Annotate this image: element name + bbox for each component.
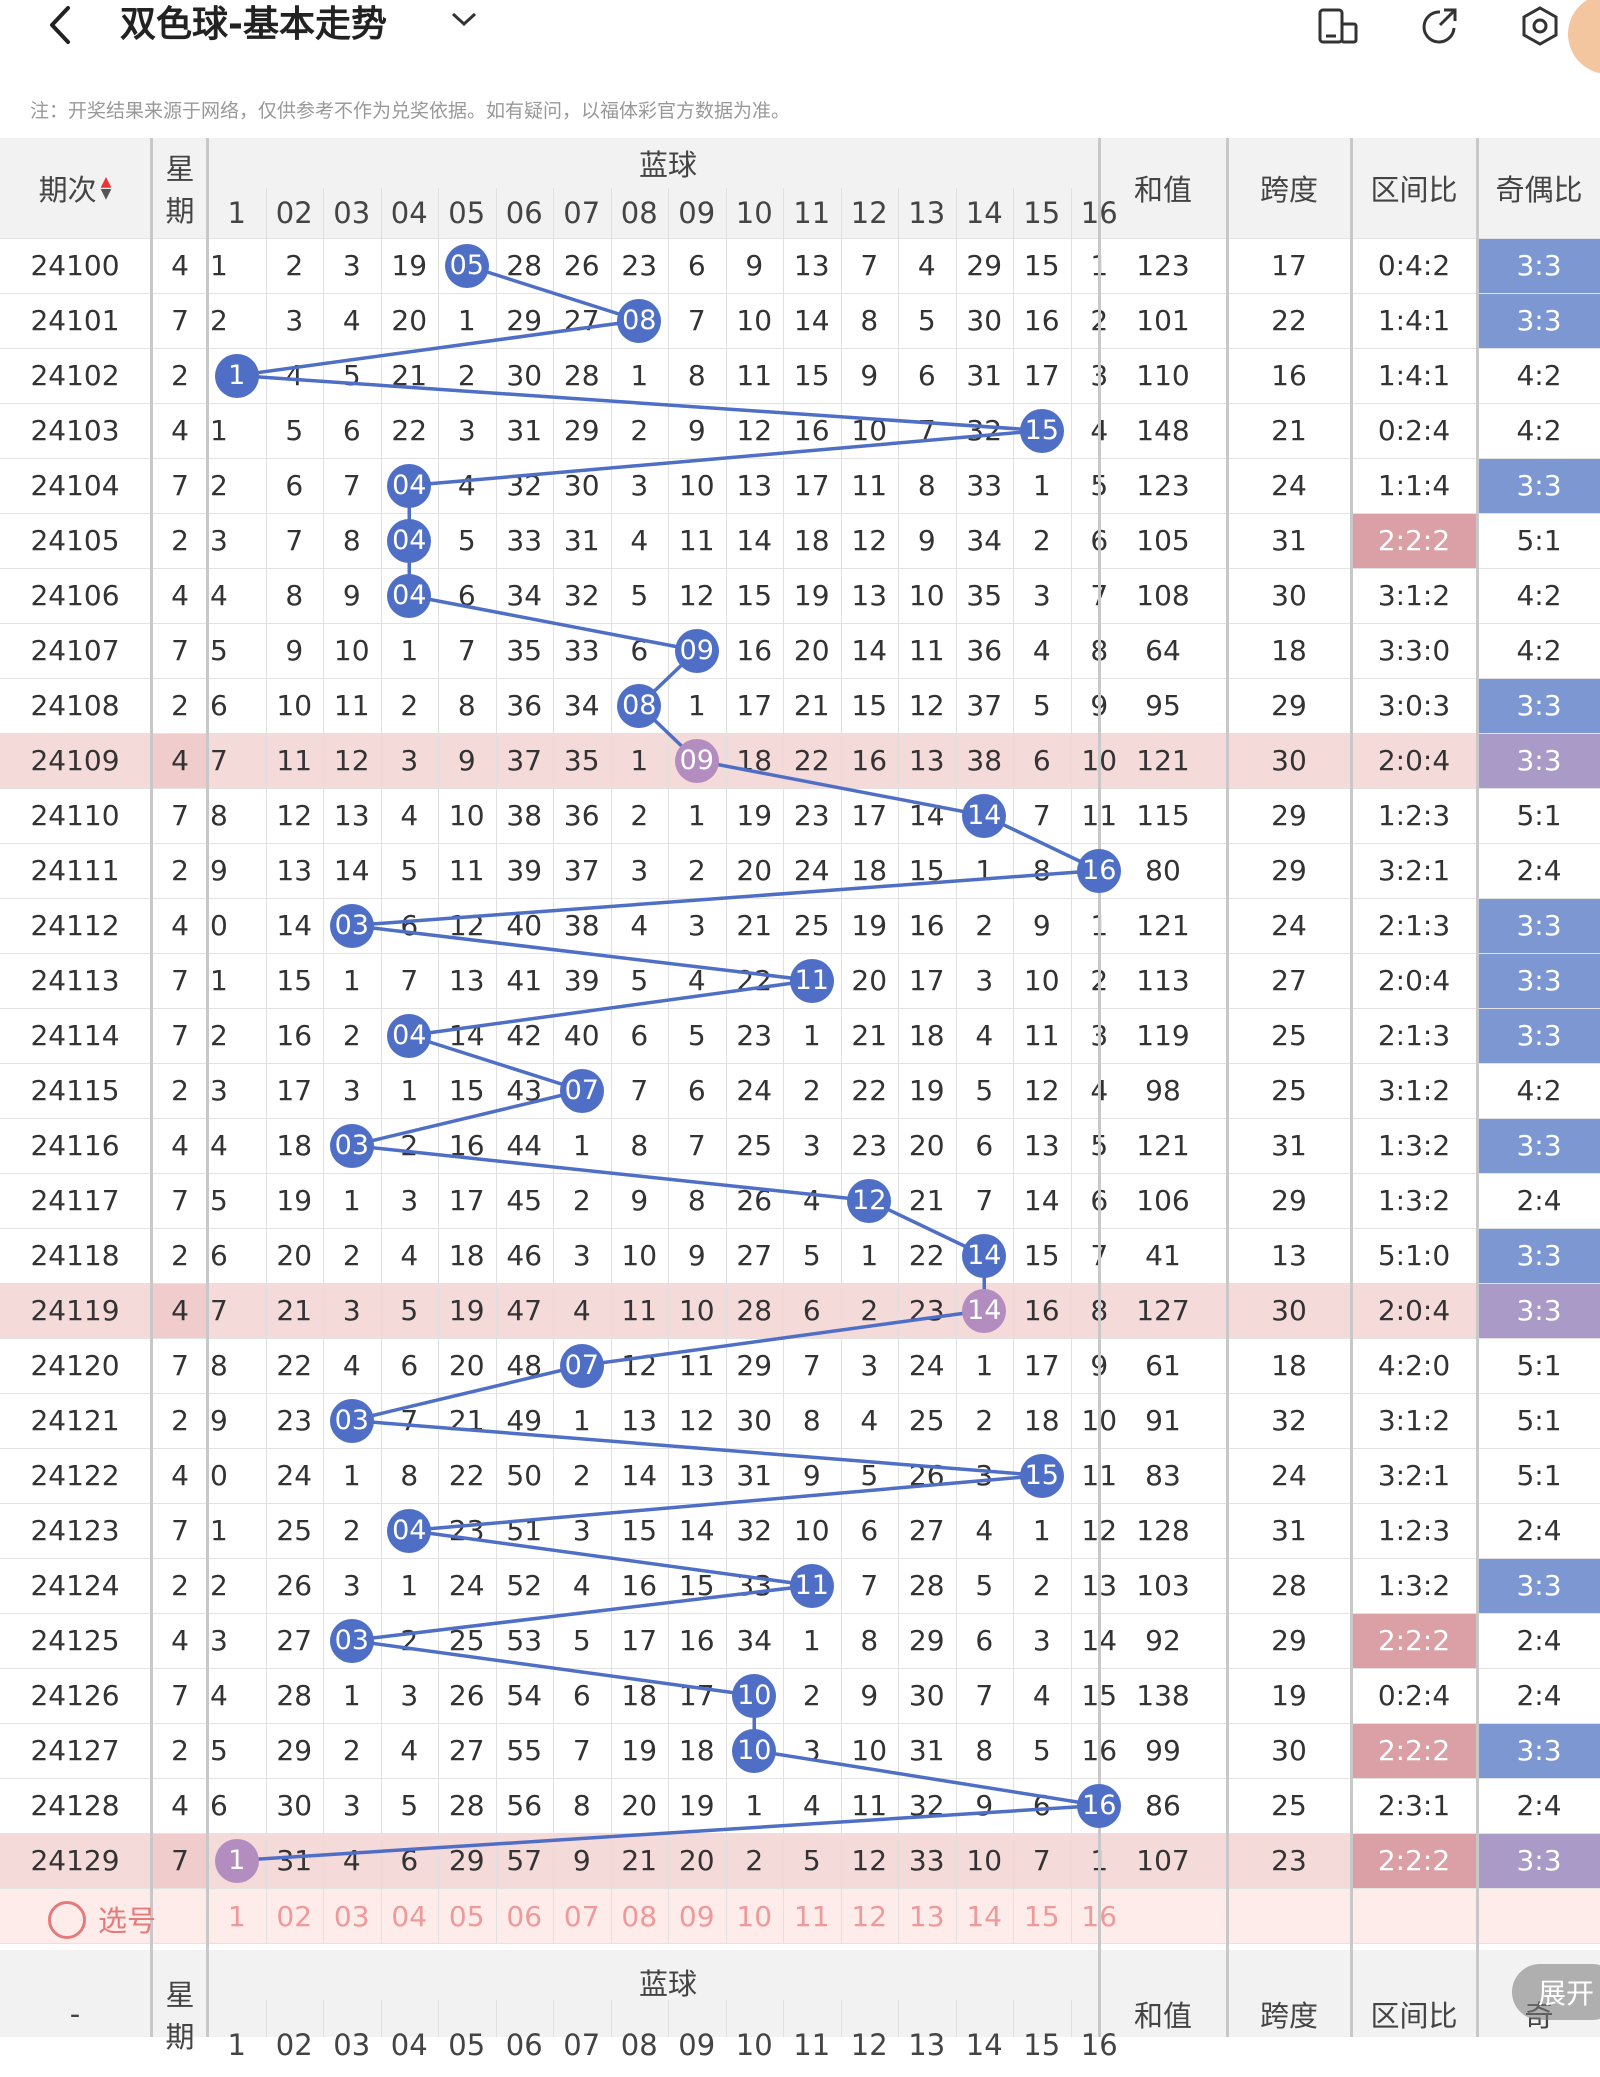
blue-ball: 04 [387, 1014, 431, 1058]
blue-ball: 05 [445, 244, 489, 288]
blue-ball: 04 [387, 464, 431, 508]
blue-ball: 14 [962, 1289, 1006, 1333]
blue-ball: 11 [790, 1564, 834, 1608]
blue-ball: 08 [617, 299, 661, 343]
expand-button[interactable]: 展开 [1512, 1964, 1600, 2020]
blue-ball: 04 [387, 1509, 431, 1553]
blue-ball: 15 [1020, 409, 1064, 453]
blue-ball: 16 [1077, 849, 1121, 893]
blue-ball: 16 [1077, 1784, 1121, 1828]
blue-ball: 14 [962, 1234, 1006, 1278]
blue-ball: 04 [387, 574, 431, 618]
blue-ball: 10 [732, 1729, 776, 1773]
select-numbers-label[interactable]: 选号 [98, 1898, 156, 1940]
blue-ball: 10 [732, 1674, 776, 1718]
blue-ball: 14 [962, 794, 1006, 838]
select-circle-icon[interactable] [48, 1901, 86, 1939]
blue-ball: 03 [330, 1399, 374, 1443]
blue-ball: 04 [387, 519, 431, 563]
blue-ball: 15 [1020, 1454, 1064, 1498]
blue-ball: 09 [675, 629, 719, 673]
blue-ball: 1 [215, 1839, 259, 1883]
blue-ball: 03 [330, 904, 374, 948]
blue-ball: 11 [790, 959, 834, 1003]
blue-ball: 09 [675, 739, 719, 783]
blue-ball: 12 [847, 1179, 891, 1223]
blue-ball: 08 [617, 684, 661, 728]
blue-ball: 03 [330, 1619, 374, 1663]
blue-ball: 07 [560, 1069, 604, 1113]
blue-ball: 07 [560, 1344, 604, 1388]
blue-ball: 03 [330, 1124, 374, 1168]
blue-ball: 1 [215, 354, 259, 398]
